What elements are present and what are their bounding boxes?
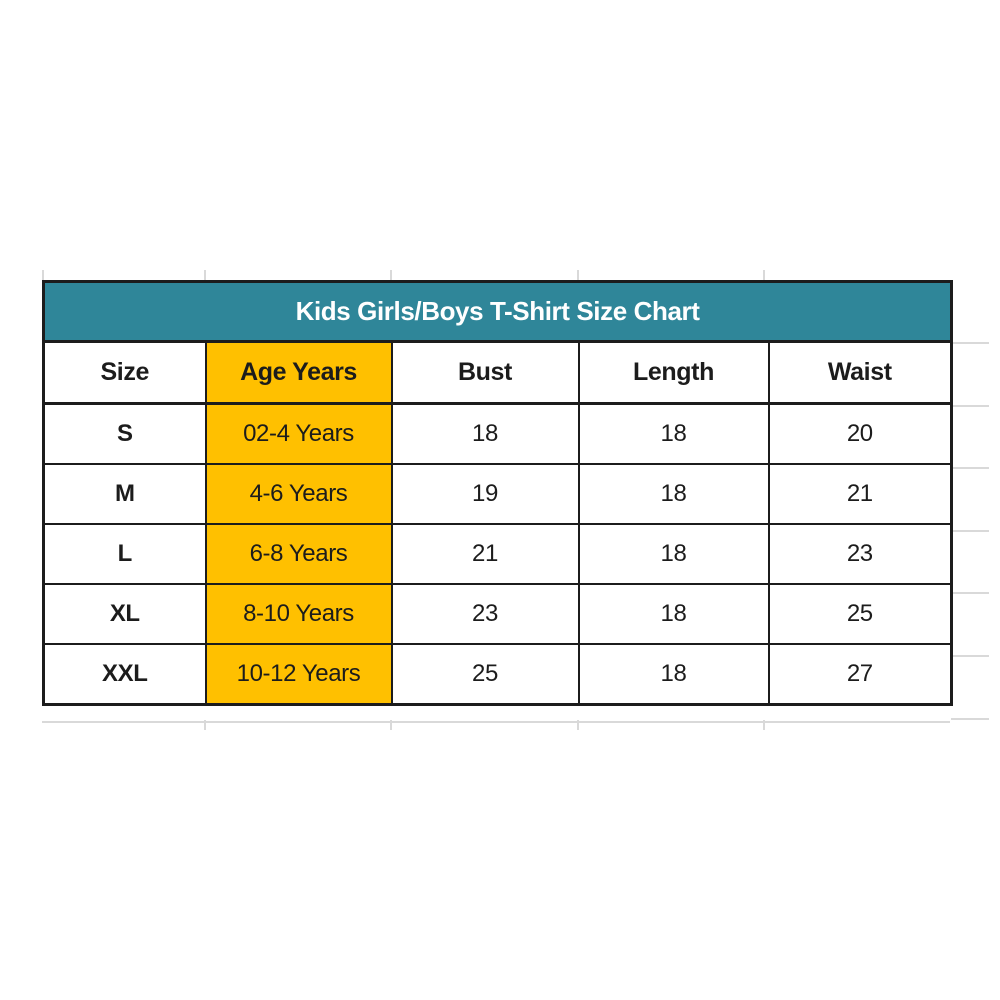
cell-bust: 18 (390, 402, 580, 465)
gridline-stub (951, 342, 989, 344)
cell-bust: 23 (390, 583, 580, 645)
cell-age: 8-10 Years (204, 583, 393, 645)
table-header-row: Size Age Years Bust Length Waist (42, 340, 953, 405)
cell-size: XL (42, 583, 207, 645)
gridline-stub (951, 467, 989, 469)
gridline-stub (951, 592, 989, 594)
gridline-bottom (42, 721, 950, 723)
cell-bust: 19 (390, 463, 580, 525)
table-title-row: Kids Girls/Boys T-Shirt Size Chart (42, 280, 953, 343)
gridline-tick (204, 270, 206, 280)
cell-length: 18 (577, 643, 770, 706)
gridline-stub (951, 718, 989, 720)
gridline-tick (577, 720, 579, 730)
cell-size: XXL (42, 643, 207, 706)
table-row-l: L 6-8 Years 21 18 23 (42, 523, 953, 585)
gridline-tick (204, 720, 206, 730)
gridline-stub (951, 655, 989, 657)
cell-length: 18 (577, 463, 770, 525)
gridline-tick (763, 720, 765, 730)
cell-age: 4-6 Years (204, 463, 393, 525)
gridline-tick (42, 270, 44, 280)
cell-size: S (42, 402, 207, 465)
cell-waist: 27 (767, 643, 953, 706)
cell-waist: 20 (767, 402, 953, 465)
gridline-tick (577, 270, 579, 280)
gridline-tick (390, 720, 392, 730)
table-row-xxl: XXL 10-12 Years 25 18 27 (42, 643, 953, 706)
table-row-xl: XL 8-10 Years 23 18 25 (42, 583, 953, 645)
cell-bust: 21 (390, 523, 580, 585)
table-title: Kids Girls/Boys T-Shirt Size Chart (42, 280, 953, 343)
cell-length: 18 (577, 583, 770, 645)
column-header-size: Size (42, 340, 207, 405)
column-header-length: Length (577, 340, 770, 405)
cell-length: 18 (577, 523, 770, 585)
gridline-stub (951, 530, 989, 532)
cell-waist: 25 (767, 583, 953, 645)
cell-length: 18 (577, 402, 770, 465)
cell-age: 10-12 Years (204, 643, 393, 706)
cell-size: L (42, 523, 207, 585)
cell-size: M (42, 463, 207, 525)
cell-age: 6-8 Years (204, 523, 393, 585)
table-row-m: M 4-6 Years 19 18 21 (42, 463, 953, 525)
gridline-tick (390, 270, 392, 280)
cell-waist: 23 (767, 523, 953, 585)
column-header-bust: Bust (390, 340, 580, 405)
size-chart-table: Kids Girls/Boys T-Shirt Size Chart Size … (42, 280, 954, 706)
cell-age: 02-4 Years (204, 402, 393, 465)
column-header-waist: Waist (767, 340, 953, 405)
cell-waist: 21 (767, 463, 953, 525)
cell-bust: 25 (390, 643, 580, 706)
gridline-stub (951, 405, 989, 407)
gridline-tick (763, 270, 765, 280)
column-header-age-years: Age Years (204, 340, 393, 405)
table-row-s: S 02-4 Years 18 18 20 (42, 402, 953, 465)
